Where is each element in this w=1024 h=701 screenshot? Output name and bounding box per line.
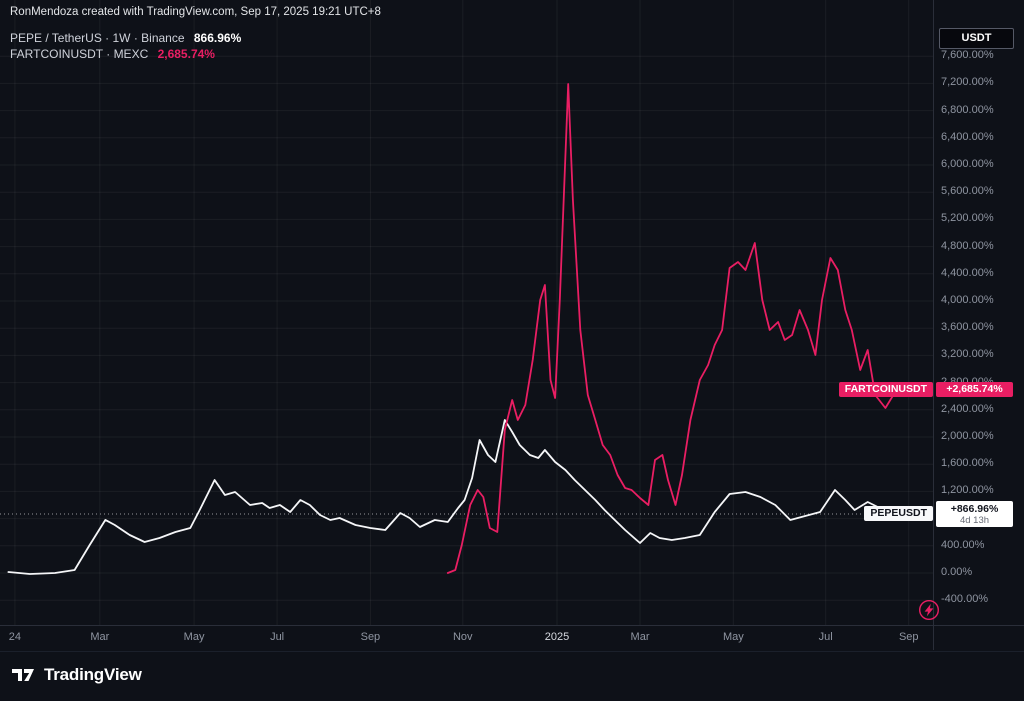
attribution-text: RonMendoza created with TradingView.com,…	[10, 6, 381, 18]
price-axis[interactable]: USDT 7,600.00% 7,200.00% 6,800.00% 6,400.00…	[933, 0, 1024, 650]
pepe-countdown-timer: 4d 13h	[959, 515, 990, 527]
time-axis-label: May	[183, 631, 205, 643]
lightning-boost-icon[interactable]	[916, 597, 942, 623]
price-axis-tick: 7,600.00%	[941, 49, 994, 62]
fartcoin-series-label: FARTCOINUSDT	[838, 382, 933, 398]
tradingview-logo[interactable]: TradingView	[10, 656, 142, 694]
time-axis-label: 24	[8, 631, 22, 643]
legend-symbol-fartcoin: FARTCOINUSDT · MEXC	[10, 47, 149, 61]
price-axis-tick: -400.00%	[941, 593, 989, 606]
legend-value-fartcoin: 2,685.74%	[157, 47, 215, 61]
time-axis-label: Sep	[360, 631, 381, 643]
price-axis-tick: 6,800.00%	[941, 103, 994, 116]
pepe-price-value: +866.96%	[950, 503, 999, 516]
legend-row-pepe[interactable]: PEPE / TetherUS · 1W · Binance 866.96%	[10, 30, 241, 46]
price-axis-tick: 400.00%	[941, 538, 985, 551]
time-axis-label: Mar	[630, 631, 650, 643]
pepe-series-label: PEPEUSDT	[864, 506, 933, 522]
time-axis[interactable]: 24 Mar May Jul Sep Nov 2025 Mar May Jul Sep	[0, 625, 1024, 652]
price-axis-tick: 6,400.00%	[941, 130, 994, 143]
price-axis-tick: 1,600.00%	[941, 457, 994, 470]
pepe-price-label: +866.96% 4d 13h	[936, 501, 1013, 528]
price-axis-tick: 7,200.00%	[941, 76, 994, 89]
price-axis-tick: 3,600.00%	[941, 321, 994, 334]
price-axis-tick: 3,200.00%	[941, 348, 994, 361]
legend-row-fartcoin[interactable]: FARTCOINUSDT · MEXC 2,685.74%	[10, 46, 241, 62]
tradingview-logo-icon	[12, 669, 34, 681]
time-axis-label: Nov	[452, 631, 473, 643]
legend-symbol-pepe: PEPE / TetherUS · 1W · Binance	[10, 31, 185, 45]
tradingview-logo-text: TradingView	[44, 665, 142, 684]
price-axis-tick: 2,400.00%	[941, 402, 994, 415]
time-axis-label: 2025	[544, 631, 570, 643]
price-axis-tick: 6,000.00%	[941, 158, 994, 170]
time-axis-label: Jul	[270, 631, 285, 643]
time-axis-label: May	[722, 631, 744, 643]
currency-toggle-button[interactable]: USDT	[939, 28, 1014, 49]
price-axis-tick: 4,400.00%	[941, 266, 994, 279]
price-axis-tick: 5,200.00%	[941, 212, 994, 225]
time-axis-label: Jul	[818, 631, 833, 643]
price-axis-tick: 4,800.00%	[941, 239, 994, 252]
price-axis-tick: 1,200.00%	[941, 484, 994, 497]
price-axis-tick: 0.00%	[941, 565, 973, 578]
price-axis-tick: 5,600.00%	[941, 185, 994, 198]
fartcoin-price-label: +2,685.74%	[936, 382, 1013, 398]
price-axis-tick: 4,000.00%	[941, 294, 994, 306]
legend-value-pepe: 866.96%	[193, 31, 242, 45]
chart-legend: PEPE / TetherUS · 1W · Binance 866.96% F…	[10, 30, 241, 62]
price-axis-tick: 2,000.00%	[941, 429, 994, 442]
time-axis-label: Mar	[90, 631, 110, 643]
time-axis-label: Sep	[898, 631, 919, 643]
price-chart-canvas[interactable]	[0, 0, 933, 625]
